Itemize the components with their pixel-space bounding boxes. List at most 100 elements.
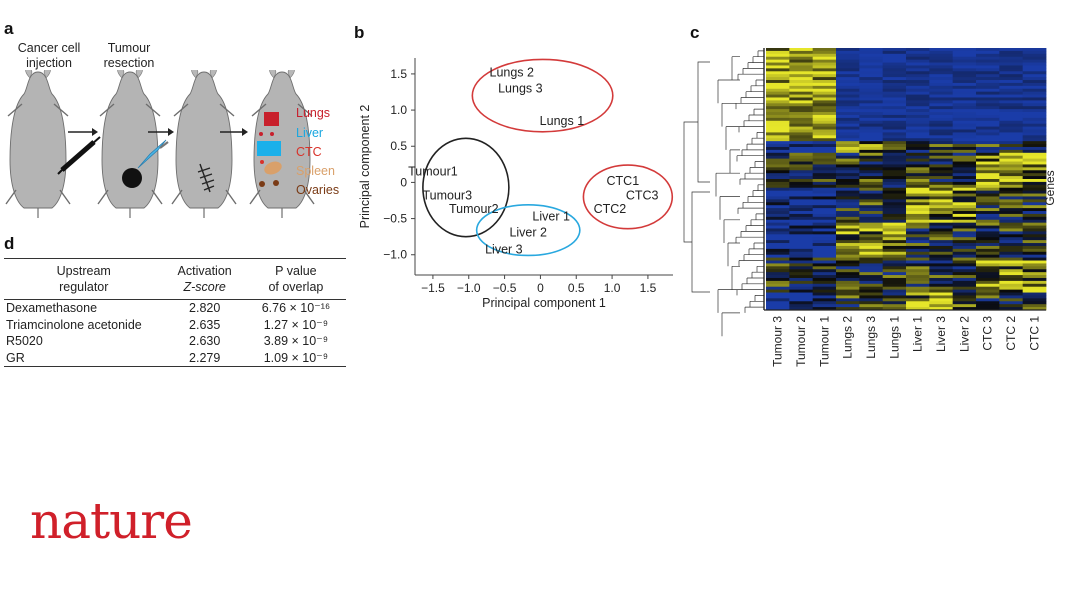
heatmap-cell — [976, 149, 1000, 154]
heatmap-cell — [882, 187, 907, 192]
heatmap-cell — [952, 97, 977, 101]
heatmap-cell — [999, 298, 1024, 302]
heatmap-cell — [859, 272, 884, 276]
heatmap-cell — [976, 97, 1000, 101]
heatmap-cell — [812, 184, 837, 189]
heatmap-cell — [906, 167, 930, 171]
heatmap-cell — [882, 173, 907, 177]
heatmap-cell — [789, 123, 814, 127]
heatmap-cell — [766, 71, 790, 75]
heatmap-cell — [952, 173, 977, 177]
heatmap-cell — [929, 146, 954, 151]
y-tick-label: −0.5 — [383, 212, 407, 226]
heatmap-cell — [789, 240, 814, 244]
header-zscore-line2: Z-score — [183, 280, 226, 294]
heatmap-cell — [812, 155, 837, 160]
heatmap-cell — [929, 176, 954, 180]
heatmap-cell — [1022, 170, 1047, 174]
heatmap-cell — [859, 234, 884, 238]
heatmap-cell — [906, 138, 930, 142]
heatmap-cell — [906, 114, 930, 119]
heatmap-cell — [906, 85, 930, 90]
heatmap-cell — [766, 164, 790, 168]
header-zscore: Activation Z-score — [163, 258, 246, 300]
heatmap-cell — [976, 59, 1000, 63]
heatmap-cell — [766, 275, 790, 279]
heatmap-cell — [882, 132, 907, 136]
heatmap-cell — [859, 59, 884, 63]
heatmap-cell — [929, 231, 954, 235]
heatmap-cell — [882, 50, 907, 55]
heatmap-cell — [812, 144, 837, 148]
heatmap-cell — [999, 283, 1024, 288]
heatmap-cell — [976, 228, 1000, 232]
heatmap-cell — [859, 243, 884, 247]
heatmap-cell — [836, 71, 860, 75]
heatmap-cell — [812, 132, 837, 136]
heatmap-cell — [999, 56, 1024, 61]
x-tick-label: −1.5 — [421, 281, 445, 295]
heatmap-cell — [859, 289, 884, 293]
arrow-icon — [220, 128, 248, 136]
heatmap-cell — [929, 109, 954, 113]
heatmap-cell — [882, 240, 907, 244]
heatmap-cell — [999, 112, 1024, 116]
heatmap-cell — [812, 135, 837, 139]
heatmap-cell — [882, 74, 907, 78]
heatmap-cell — [812, 161, 837, 165]
heatmap-cell — [836, 65, 860, 69]
heatmap-cell — [999, 275, 1024, 279]
pca-scatter-plot: −1.5 −1.0 −0.5 0 0.5 1.0 1.5 −1.0 −0.5 0 0.5 1.0 1.5… — [358, 58, 674, 310]
heatmap-cell — [812, 109, 837, 113]
heatmap-cell — [952, 59, 977, 63]
header-pvalue-line1: P value — [275, 264, 317, 278]
heatmap-cell — [766, 228, 790, 232]
heatmap-cell — [952, 56, 977, 61]
heatmap-cell — [789, 199, 814, 203]
heatmap-cell — [789, 68, 814, 72]
heatmap-cell — [766, 94, 790, 98]
heatmap-cell — [789, 48, 814, 52]
heatmap-cell — [929, 138, 954, 142]
heatmap-cell — [952, 196, 977, 200]
heatmap-cell — [999, 205, 1024, 209]
heatmap-cell — [976, 202, 1000, 206]
heatmap-cell — [789, 193, 814, 197]
y-tick-label: 1.5 — [390, 67, 407, 81]
heatmap-cell — [1022, 231, 1047, 235]
heatmap-cell — [976, 129, 1000, 133]
heatmap-cell — [929, 68, 954, 72]
heatmap-cell — [999, 135, 1024, 139]
heatmap-cell — [882, 190, 907, 194]
heatmap-cell — [976, 68, 1000, 72]
heatmap-cell — [906, 292, 930, 296]
heatmap-cell — [859, 62, 884, 66]
heatmap-cell — [906, 50, 930, 55]
heatmap-cell — [952, 167, 977, 171]
heatmap-cell — [836, 158, 860, 162]
heatmap-cell — [836, 179, 860, 183]
heatmap-cell — [929, 211, 954, 215]
heatmap-cell — [906, 216, 930, 221]
heatmap-cell — [906, 228, 930, 232]
heatmap-cell — [789, 283, 814, 288]
heatmap-cell — [952, 187, 977, 192]
heatmap-cell — [1022, 132, 1047, 136]
heatmap-cell — [859, 161, 884, 165]
heatmap-cell — [976, 254, 1000, 258]
heatmap-cell — [882, 152, 907, 157]
cell-regulator: GR — [4, 349, 164, 367]
heatmap-cell — [766, 257, 790, 261]
heatmap-cell — [1022, 283, 1047, 288]
heatmap-cell — [952, 231, 977, 235]
heatmap-cell — [976, 213, 1000, 218]
heatmap-cell — [976, 251, 1000, 256]
heatmap-cell — [906, 254, 930, 258]
heatmap-cell — [929, 213, 954, 218]
heatmap-cell — [766, 263, 790, 267]
heatmap-cell — [882, 59, 907, 63]
heatmap-cell — [1022, 48, 1047, 52]
heatmap-cell — [789, 260, 814, 264]
heatmap-cell — [1022, 243, 1047, 247]
heatmap-cell — [929, 158, 954, 162]
